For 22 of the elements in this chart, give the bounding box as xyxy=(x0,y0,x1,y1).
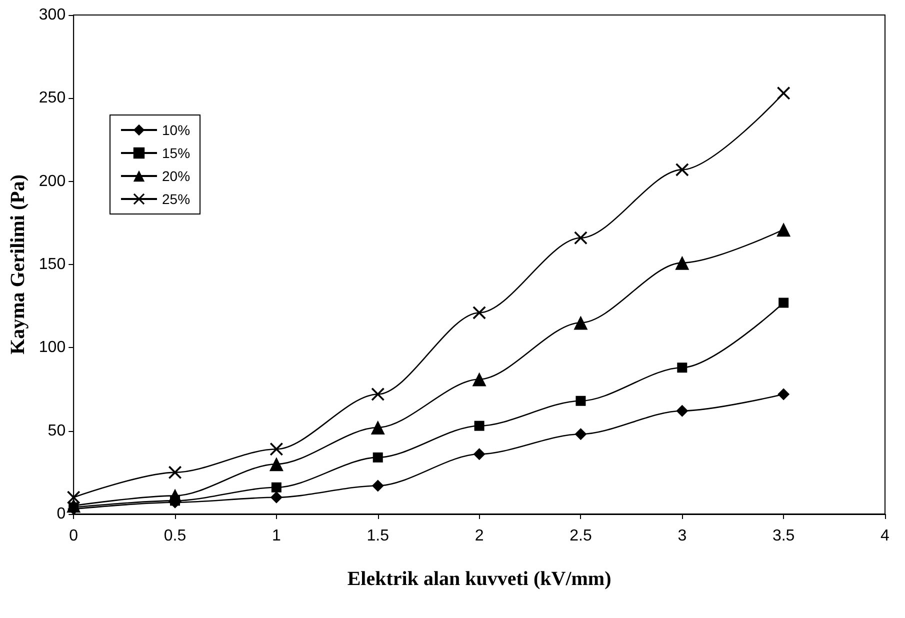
y-tick-label: 200 xyxy=(38,172,66,190)
x-tick-label: 0.5 xyxy=(164,528,186,544)
y-tick-label: 50 xyxy=(48,422,66,440)
y-tick-label: 250 xyxy=(38,90,66,107)
x-tick-label: 2 xyxy=(474,528,484,544)
legend-label: 20% xyxy=(162,168,190,184)
legend-label: 10% xyxy=(162,122,190,138)
y-tick-label: 0 xyxy=(56,506,66,522)
y-tick-label: 300 xyxy=(38,6,66,24)
x-tick-label: 4 xyxy=(880,528,890,544)
y-axis-title: Kayma Gerilimi (Pa) xyxy=(7,174,29,354)
x-tick-label: 1 xyxy=(272,528,281,544)
legend-label: 15% xyxy=(162,145,190,161)
y-tick-label: 100 xyxy=(38,339,66,356)
x-tick-label: 2.5 xyxy=(570,528,592,544)
legend-label: 25% xyxy=(162,191,190,207)
x-tick-label: 0 xyxy=(69,528,78,544)
y-tick-label: 150 xyxy=(38,256,66,273)
x-tick-label: 1.5 xyxy=(366,528,390,544)
x-axis-title: Elektrik alan kuvveti (kV/mm) xyxy=(347,568,612,590)
x-tick-label: 3 xyxy=(678,528,687,544)
x-tick-label: 3.5 xyxy=(772,528,795,544)
